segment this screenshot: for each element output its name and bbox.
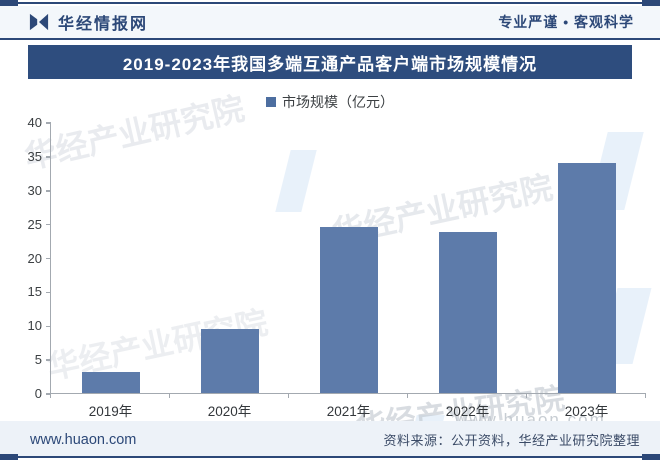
y-axis-tick-mark: [46, 223, 51, 226]
footer-source-note: 资料来源：公开资料，华经产业研究院整理: [383, 433, 640, 448]
x-axis-tick-mark: [644, 393, 646, 398]
x-axis-tick-mark: [406, 393, 408, 398]
y-axis-tick-label: 5: [34, 352, 42, 368]
y-axis-tick-mark: [46, 393, 51, 395]
plot-area: 0 5 10 15 20 25 30 35 40 2019年 2020年 2021年 2022年 2023…: [28, 115, 646, 419]
y-axis-tick-mark: [46, 122, 51, 124]
huajing-logo-icon: [29, 13, 49, 31]
brand-name: 华经情报网: [58, 16, 149, 33]
bottom-border-line: [0, 456, 660, 458]
brand: 华经情报网: [28, 10, 148, 34]
bottom-border-cap-right: [642, 454, 660, 460]
legend-swatch-icon: [266, 97, 276, 107]
y-axis-tick-mark: [46, 325, 51, 327]
y-axis-tick-label: 35: [27, 148, 42, 164]
x-axis-label: 2020年: [207, 404, 252, 419]
legend-label: 市场规模（亿元）: [282, 94, 394, 110]
bar-2022年: [438, 231, 497, 393]
footer-site-url: www.huaon.com: [30, 431, 137, 448]
x-axis-label: 2021年: [326, 404, 371, 419]
x-axis-label: 2019年: [88, 404, 133, 419]
x-axis-tick-mark: [168, 393, 170, 398]
bar-2023年: [557, 163, 616, 393]
y-axis-tick-mark: [46, 359, 51, 361]
bar-2021年: [319, 227, 378, 393]
bar-2019年: [81, 372, 140, 393]
chart-title: 2019-2023年我国多端互通产品客户端市场规模情况: [28, 45, 632, 79]
y-axis-tick-label: 40: [27, 115, 42, 130]
y-axis-tick-mark: [46, 257, 51, 260]
y-axis-tick-mark: [46, 190, 51, 192]
top-border-line: [0, 2, 660, 4]
x-axis-label: 2023年: [564, 404, 609, 419]
y-axis-tick-label: 0: [34, 386, 42, 401]
x-axis-tick-mark: [525, 393, 527, 398]
y-axis-tick-label: 25: [27, 216, 42, 232]
header-divider: [0, 38, 660, 40]
bar-2020年: [200, 328, 259, 393]
y-axis-tick-label: 20: [27, 250, 42, 266]
footer: www.huaon.com 资料来源：公开资料，华经产业研究院整理: [0, 430, 660, 449]
header-slogan: 专业严谨 • 客观科学: [498, 14, 634, 30]
x-axis-tick-mark: [287, 393, 289, 398]
chart-legend: 市场规模（亿元）: [0, 92, 660, 112]
y-axis-tick-label: 15: [27, 284, 42, 300]
y-axis-tick-label: 10: [27, 318, 42, 334]
top-border-cap-right: [642, 0, 660, 6]
header-bar: 华经情报网 专业严谨 • 客观科学: [0, 6, 660, 38]
y-axis-tick-mark: [46, 156, 51, 158]
x-axis-label: 2022年: [445, 404, 490, 419]
y-axis-tick-label: 30: [27, 182, 42, 198]
bottom-border: [0, 454, 660, 460]
top-border: [0, 0, 660, 6]
x-axis-tick-mark: [49, 393, 51, 398]
footer-band: [0, 421, 660, 456]
y-axis-tick-mark: [46, 291, 51, 294]
